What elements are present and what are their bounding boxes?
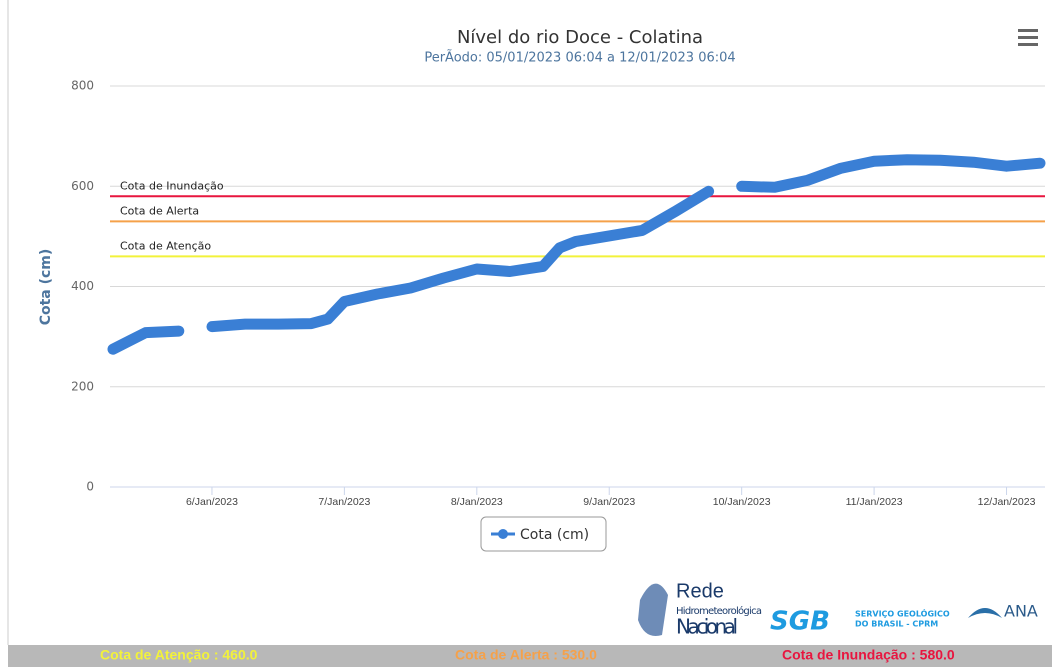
logo-ana: ANA [968,602,1038,621]
logo-sgb: SGB SERVIÇO GEOLÓGICO DO BRASIL - CPRM [770,607,950,637]
chart-subtitle: PerÃodo: 05/01/2023 06:04 a 12/01/2023 0… [424,50,735,66]
x-tick-label: 9/Jan/2023 [583,496,635,508]
logo-shape [968,608,1002,618]
legend-label[interactable]: Cota (cm) [520,527,589,543]
y-tick-label: 200 [71,379,94,393]
data-line [107,154,1046,355]
plot-line-label: Cota de Atenção [120,239,211,252]
x-tick-label: 8/Jan/2023 [451,496,503,508]
y-tick-label: 0 [86,480,94,494]
footer-label: Cota de Inundação : 580.0 [782,647,955,663]
y-tick-label: 600 [71,179,94,193]
logo-text: Rede [676,580,724,602]
y-axis-title: Cota (cm) [38,249,54,326]
menu-bar[interactable] [1018,36,1038,39]
plot-line-label: Cota de Inundação [120,179,224,192]
logo-text: Nacional [676,615,738,639]
footer-bar [8,645,1052,667]
logo-shape [638,583,668,636]
menu-bar[interactable] [1018,29,1038,32]
logo-text: SERVIÇO GEOLÓGICO [855,608,950,619]
x-tick-label: 11/Jan/2023 [846,496,903,508]
chart-title: Nível do rio Doce - Colatina [457,27,703,48]
x-tick-label: 12/Jan/2023 [978,496,1036,508]
x-tick-label: 10/Jan/2023 [713,496,771,508]
menu-bar[interactable] [1018,43,1038,46]
footer-label: Cota de Alerta : 530.0 [455,647,597,663]
x-tick-label: 7/Jan/2023 [318,496,370,508]
legend[interactable]: Cota (cm) [480,516,607,552]
logo-rede: Rede Hidrometeorológica Nacional [638,580,762,639]
footer-label: Cota de Atenção : 460.0 [100,647,258,663]
y-tick-label: 800 [71,79,94,93]
logo-text: Hidrometeorológica [676,605,762,617]
x-tick-label: 6/Jan/2023 [186,496,238,508]
logo-text: DO BRASIL - CPRM [855,620,938,629]
y-tick-label: 400 [71,279,94,293]
legend-symbol [498,529,508,539]
legend-box[interactable] [480,516,607,552]
logo-text: ANA [1004,602,1038,621]
menu-button[interactable] [1018,29,1038,46]
logo-text: SGB [770,607,830,637]
plot-line-label: Cota de Alerta [120,204,199,217]
